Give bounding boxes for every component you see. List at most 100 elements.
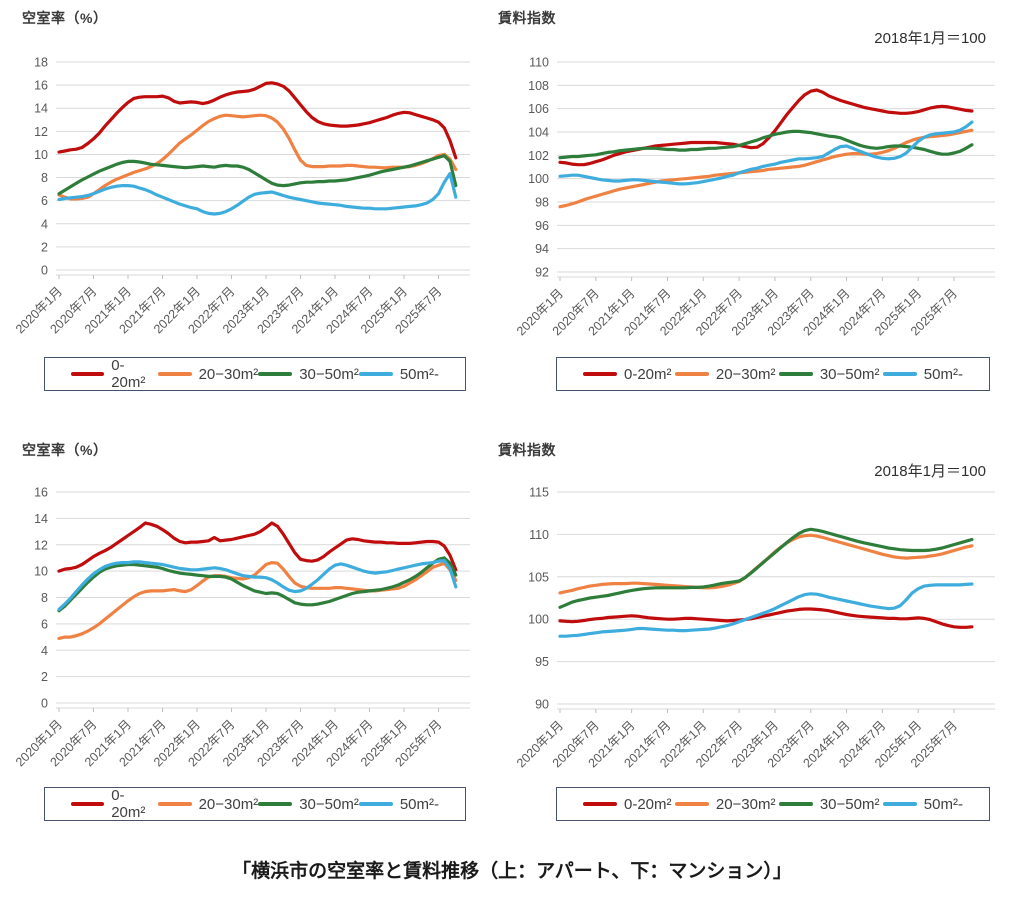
legend-label: 50m²-: [399, 795, 439, 813]
y-axis-tick-label: 110: [529, 528, 549, 542]
legend-mansion-vacancy: 0-20m² 20−30m² 30−50m² 50m²-: [44, 787, 466, 821]
legend-line-marker: [258, 372, 293, 376]
series-line-30−50m²: [558, 527, 974, 609]
legend-label: 50m²-: [399, 365, 439, 383]
y-axis-tick-label: 8: [41, 591, 48, 605]
legend-item: 30−50m²: [258, 796, 359, 813]
legend-label: 0-20m²: [624, 795, 672, 813]
legend-label: 0-20m²: [111, 787, 146, 821]
legend-item: 0-20m²: [71, 787, 158, 821]
legend-label: 50m²-: [923, 365, 963, 383]
legend-line-marker: [71, 802, 105, 806]
chart-title-vacancy-mansion: 空室率（%）: [22, 442, 108, 458]
y-axis-tick-label: 94: [535, 242, 549, 256]
legend-item: 20−30m²: [674, 365, 776, 383]
legend-item: 50m²-: [882, 795, 963, 813]
y-axis-tick-label: 100: [528, 172, 549, 186]
y-axis-tick-label: 0: [41, 697, 48, 711]
y-axis-tick-label: 14: [34, 512, 48, 526]
legend-label: 20−30m²: [198, 365, 259, 383]
y-axis-tick-label: 100: [528, 613, 549, 627]
rent-chart-mansion-plot: 90951001051101152020年1月2020年7月2021年1月202…: [514, 486, 995, 770]
legend-label: 20−30m²: [198, 795, 259, 813]
y-axis-tick-label: 108: [528, 79, 549, 93]
y-axis-tick-label: 0: [41, 264, 48, 278]
legend-label: 20−30m²: [715, 365, 776, 383]
legend-line-marker: [778, 802, 813, 806]
chart-title-rent-mansion: 賃料指数: [498, 442, 556, 458]
legend-item: 20−30m²: [157, 365, 259, 383]
series-line-0-20m²: [558, 607, 974, 629]
y-axis-tick-label: 95: [535, 655, 549, 669]
series-line-20−30m²: [57, 113, 458, 201]
series-line-50m²-: [57, 171, 458, 216]
y-axis-tick-label: 110: [529, 56, 549, 70]
panel-apartment-rent: 賃料指数 2018年1月＝100 92 94 96 98 100 102 104 106 108…: [488, 0, 1024, 430]
legend-line-marker: [258, 802, 293, 806]
legend-item: 50m²-: [882, 365, 963, 383]
y-axis-tick-label: 14: [34, 102, 48, 116]
series-line-20−30m²: [558, 533, 974, 595]
y-axis-tick-label: 96: [535, 219, 549, 233]
chart-subtitle-base-period: 2018年1月＝100: [874, 463, 986, 480]
rent-chart-apartment-plot: 929496981001021041061081102020年1月2020年7月…: [514, 56, 995, 338]
y-axis-tick-label: 16: [34, 79, 48, 93]
y-axis-tick-label: 18: [34, 56, 48, 70]
chart-title-rent-apartment: 賃料指数: [498, 10, 556, 26]
legend-line-marker: [358, 802, 393, 806]
y-axis-tick-label: 115: [529, 486, 549, 500]
panel-mansion-rent: 賃料指数 2018年1月＝100 90 95 100 105 110 115 2020年1月…: [488, 430, 1024, 850]
legend-label: 0-20m²: [624, 365, 672, 383]
chart-subtitle-base-period: 2018年1月＝100: [874, 30, 986, 47]
series-line-20−30m²: [57, 560, 458, 640]
series-line-30−50m²: [558, 129, 974, 160]
y-axis-tick-label: 2: [41, 240, 48, 254]
series-line-30−50m²: [57, 153, 458, 196]
legend-line-marker: [778, 372, 813, 376]
panel-apartment-vacancy: 空室率（%） 0 2 4 6 8 10 12 14 16 18 2020年1月 2020年7月 2021…: [0, 0, 485, 430]
legend-item: 0-20m²: [71, 357, 158, 391]
legend-line-marker: [358, 372, 393, 376]
legend-label: 50m²-: [923, 795, 963, 813]
series-line-0-20m²: [558, 88, 974, 167]
legend-mansion-rent: 0-20m² 20−30m² 30−50m² 50m²-: [556, 787, 990, 821]
legend-label: 20−30m²: [715, 795, 776, 813]
y-axis-tick-label: 92: [535, 266, 549, 280]
y-axis-tick-label: 102: [528, 149, 549, 163]
series-line-0-20m²: [57, 81, 458, 160]
legend-apartment-rent: 0-20m² 20−30m² 30−50m² 50m²-: [556, 357, 990, 391]
series-line-50m²-: [57, 558, 458, 612]
legend-line-marker: [882, 802, 917, 806]
chart-title-vacancy-apartment: 空室率（%）: [22, 10, 108, 26]
legend-line-marker: [674, 802, 709, 806]
legend-label: 30−50m²: [299, 795, 359, 813]
y-axis-tick-label: 12: [34, 125, 48, 139]
series-line-50m²-: [558, 120, 974, 186]
legend-line-marker: [71, 372, 105, 376]
y-axis-tick-label: 12: [34, 538, 48, 552]
legend-apartment-vacancy: 0-20m² 20−30m² 30−50m² 50m²-: [44, 357, 466, 391]
series-line-50m²-: [558, 582, 974, 638]
legend-line-marker: [583, 372, 617, 376]
legend-item: 30−50m²: [778, 365, 880, 383]
y-axis-tick-label: 4: [41, 217, 48, 231]
legend-line-marker: [157, 802, 192, 806]
legend-item: 20−30m²: [674, 795, 776, 813]
legend-item: 20−30m²: [157, 795, 259, 813]
y-axis-tick-label: 16: [34, 486, 48, 500]
legend-line-marker: [583, 802, 617, 806]
legend-item: 30−50m²: [778, 796, 879, 813]
legend-line-marker: [674, 372, 709, 376]
y-axis-tick-label: 4: [41, 644, 48, 658]
vacancy-chart-apartment-plot: 0246810121416182020年1月2020年7月2021年1月2021…: [13, 56, 470, 336]
y-axis-tick-label: 8: [41, 171, 48, 185]
legend-line-marker: [882, 372, 917, 376]
panel-mansion-vacancy: 空室率（%） 0 2 4 6 8 10 12 14 16 2020年1月 2020年7月 2021年1…: [0, 430, 485, 850]
legend-item: 50m²-: [358, 365, 439, 383]
legend-label: 30−50m²: [819, 365, 880, 383]
y-axis-tick-label: 2: [41, 670, 48, 684]
legend-item: 30−50m²: [258, 366, 359, 383]
vacancy-chart-mansion-plot: 02468101214162020年1月2020年7月2021年1月2021年7…: [13, 486, 470, 769]
series-line-0-20m²: [57, 521, 458, 573]
